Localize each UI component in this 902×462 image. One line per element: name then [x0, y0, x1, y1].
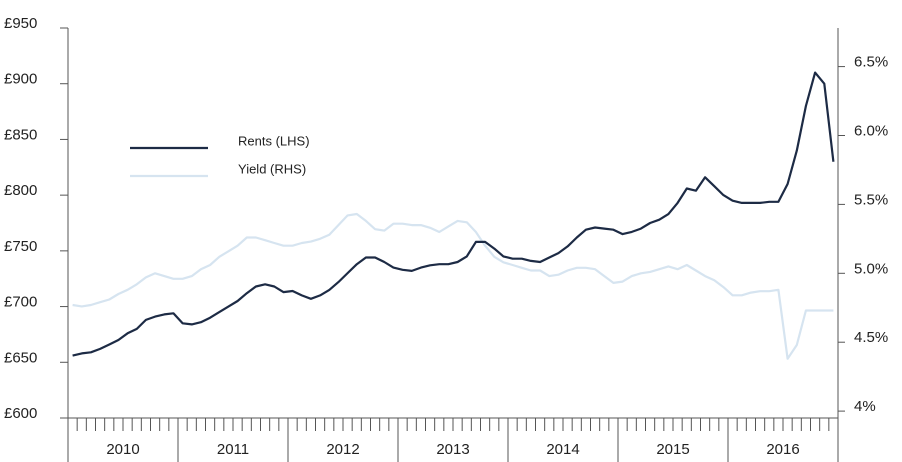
legend-label: Rents (LHS) — [238, 133, 310, 148]
x-tick-label: 2011 — [217, 441, 249, 458]
y2-tick-label: 4.5% — [854, 329, 888, 346]
line-series — [72, 212, 834, 360]
y-tick-label: £650 — [4, 349, 37, 366]
y2-tick-label: 6.5% — [854, 54, 888, 71]
y-tick-label: £800 — [4, 182, 37, 199]
y2-tick-label: 4% — [854, 398, 876, 415]
y-tick-label: £700 — [4, 294, 37, 311]
x-tick-label: 2010 — [106, 441, 139, 458]
x-tick-label: 2015 — [656, 441, 689, 458]
y-tick-label: £850 — [4, 126, 37, 143]
x-tick-label: 2012 — [326, 441, 359, 458]
y-tick-label: £900 — [4, 71, 37, 88]
y-tick-label: £950 — [4, 15, 37, 32]
y2-tick-label: 5.5% — [854, 191, 888, 208]
x-tick-label: 2013 — [436, 441, 469, 458]
y2-tick-label: 6.0% — [854, 122, 888, 139]
x-tick-label: 2016 — [766, 441, 799, 458]
line-series — [72, 71, 835, 357]
y-tick-label: £600 — [4, 405, 37, 422]
legend-label: Yield (RHS) — [238, 161, 306, 176]
y2-tick-label: 5.0% — [854, 260, 888, 277]
x-tick-label: 2014 — [546, 441, 579, 458]
y-tick-label: £750 — [4, 238, 37, 255]
